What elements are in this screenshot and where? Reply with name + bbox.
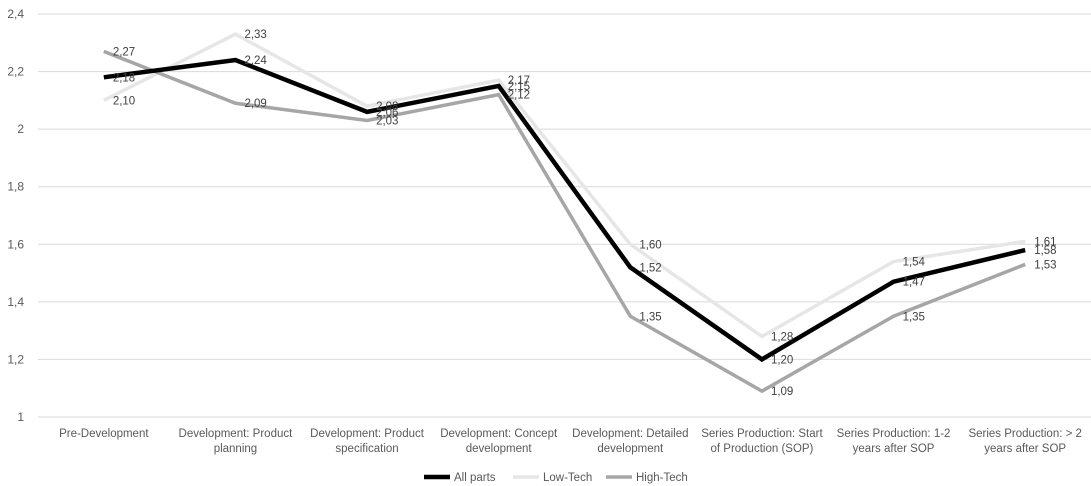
legend-label: High-Tech <box>636 472 688 484</box>
data-labels: 2,18 2,24 2,06 2,15 1,52 1,20 1,47 1,58 2,10 2,33… <box>113 29 1057 398</box>
data-label-all-parts: 1,58 <box>1034 245 1056 257</box>
data-label-high-tech: 1,35 <box>903 311 925 323</box>
data-label-all-parts: 2,24 <box>244 55 267 67</box>
data-label-high-tech: 1,53 <box>1034 259 1056 271</box>
x-category-label: Development: Product specification <box>310 428 425 455</box>
data-label-low-tech: 2,10 <box>113 95 135 107</box>
legend: All parts Low-Tech High-Tech <box>424 472 688 484</box>
x-category-label: Pre-Development <box>59 428 149 440</box>
data-label-all-parts: 2,06 <box>376 107 398 119</box>
data-label-high-tech: 2,03 <box>376 116 398 128</box>
data-label-low-tech: 1,60 <box>639 239 661 251</box>
y-tick-label: 1,8 <box>7 180 24 194</box>
data-label-low-tech: 2,33 <box>244 29 266 41</box>
data-label-all-parts: 1,47 <box>903 277 925 289</box>
data-label-low-tech: 1,61 <box>1034 236 1056 248</box>
x-axis-categories: Pre-Development Development: Product plann… <box>59 428 1082 455</box>
x-category-label: Series Production: Start of Production (S… <box>701 428 823 455</box>
data-label-high-tech: 2,09 <box>244 98 266 110</box>
data-label-low-tech: 1,28 <box>771 331 793 343</box>
series-line-low-tech <box>103 32 1026 339</box>
x-category-label: Series Production: 1-2 years after SOP <box>837 428 951 455</box>
data-label-low-tech: 2,17 <box>508 75 530 87</box>
y-tick-label: 2,2 <box>7 65 24 79</box>
data-label-low-tech: 1,54 <box>903 257 926 269</box>
data-label-all-parts: 2,15 <box>508 81 530 93</box>
data-label-high-tech: 2,12 <box>508 90 530 102</box>
data-label-low-tech: 2,08 <box>376 101 398 113</box>
data-label-all-parts: 1,20 <box>771 354 793 366</box>
data-label-all-parts: 1,52 <box>639 262 661 274</box>
series-line-all-parts <box>103 57 1026 363</box>
x-category-label: Development: Product planning <box>179 428 294 455</box>
y-tick-label: 1 <box>17 410 24 424</box>
x-category-label: Development: Detailed development <box>572 428 688 455</box>
y-tick-label: 1,6 <box>7 237 24 251</box>
data-label-high-tech: 2,27 <box>113 46 135 58</box>
gridlines <box>38 13 1091 418</box>
x-category-label: Series Production: > 2 years after SOP <box>968 428 1081 455</box>
y-tick-label: 2 <box>17 122 24 136</box>
data-label-all-parts: 2,18 <box>113 72 135 84</box>
x-category-label: Development: Concept development <box>440 428 558 455</box>
series-line-high-tech <box>103 49 1026 394</box>
data-label-high-tech: 1,35 <box>639 311 661 323</box>
y-axis-ticks: 1 1,2 1,4 1,6 1,8 2 2,2 2,4 <box>7 7 24 424</box>
data-label-high-tech: 1,09 <box>771 386 793 398</box>
legend-label: All parts <box>454 472 496 484</box>
y-tick-label: 1,2 <box>7 352 24 366</box>
legend-label: Low-Tech <box>543 472 592 484</box>
y-tick-label: 1,4 <box>7 295 24 309</box>
y-tick-label: 2,4 <box>7 7 24 21</box>
series-lines <box>103 32 1026 394</box>
